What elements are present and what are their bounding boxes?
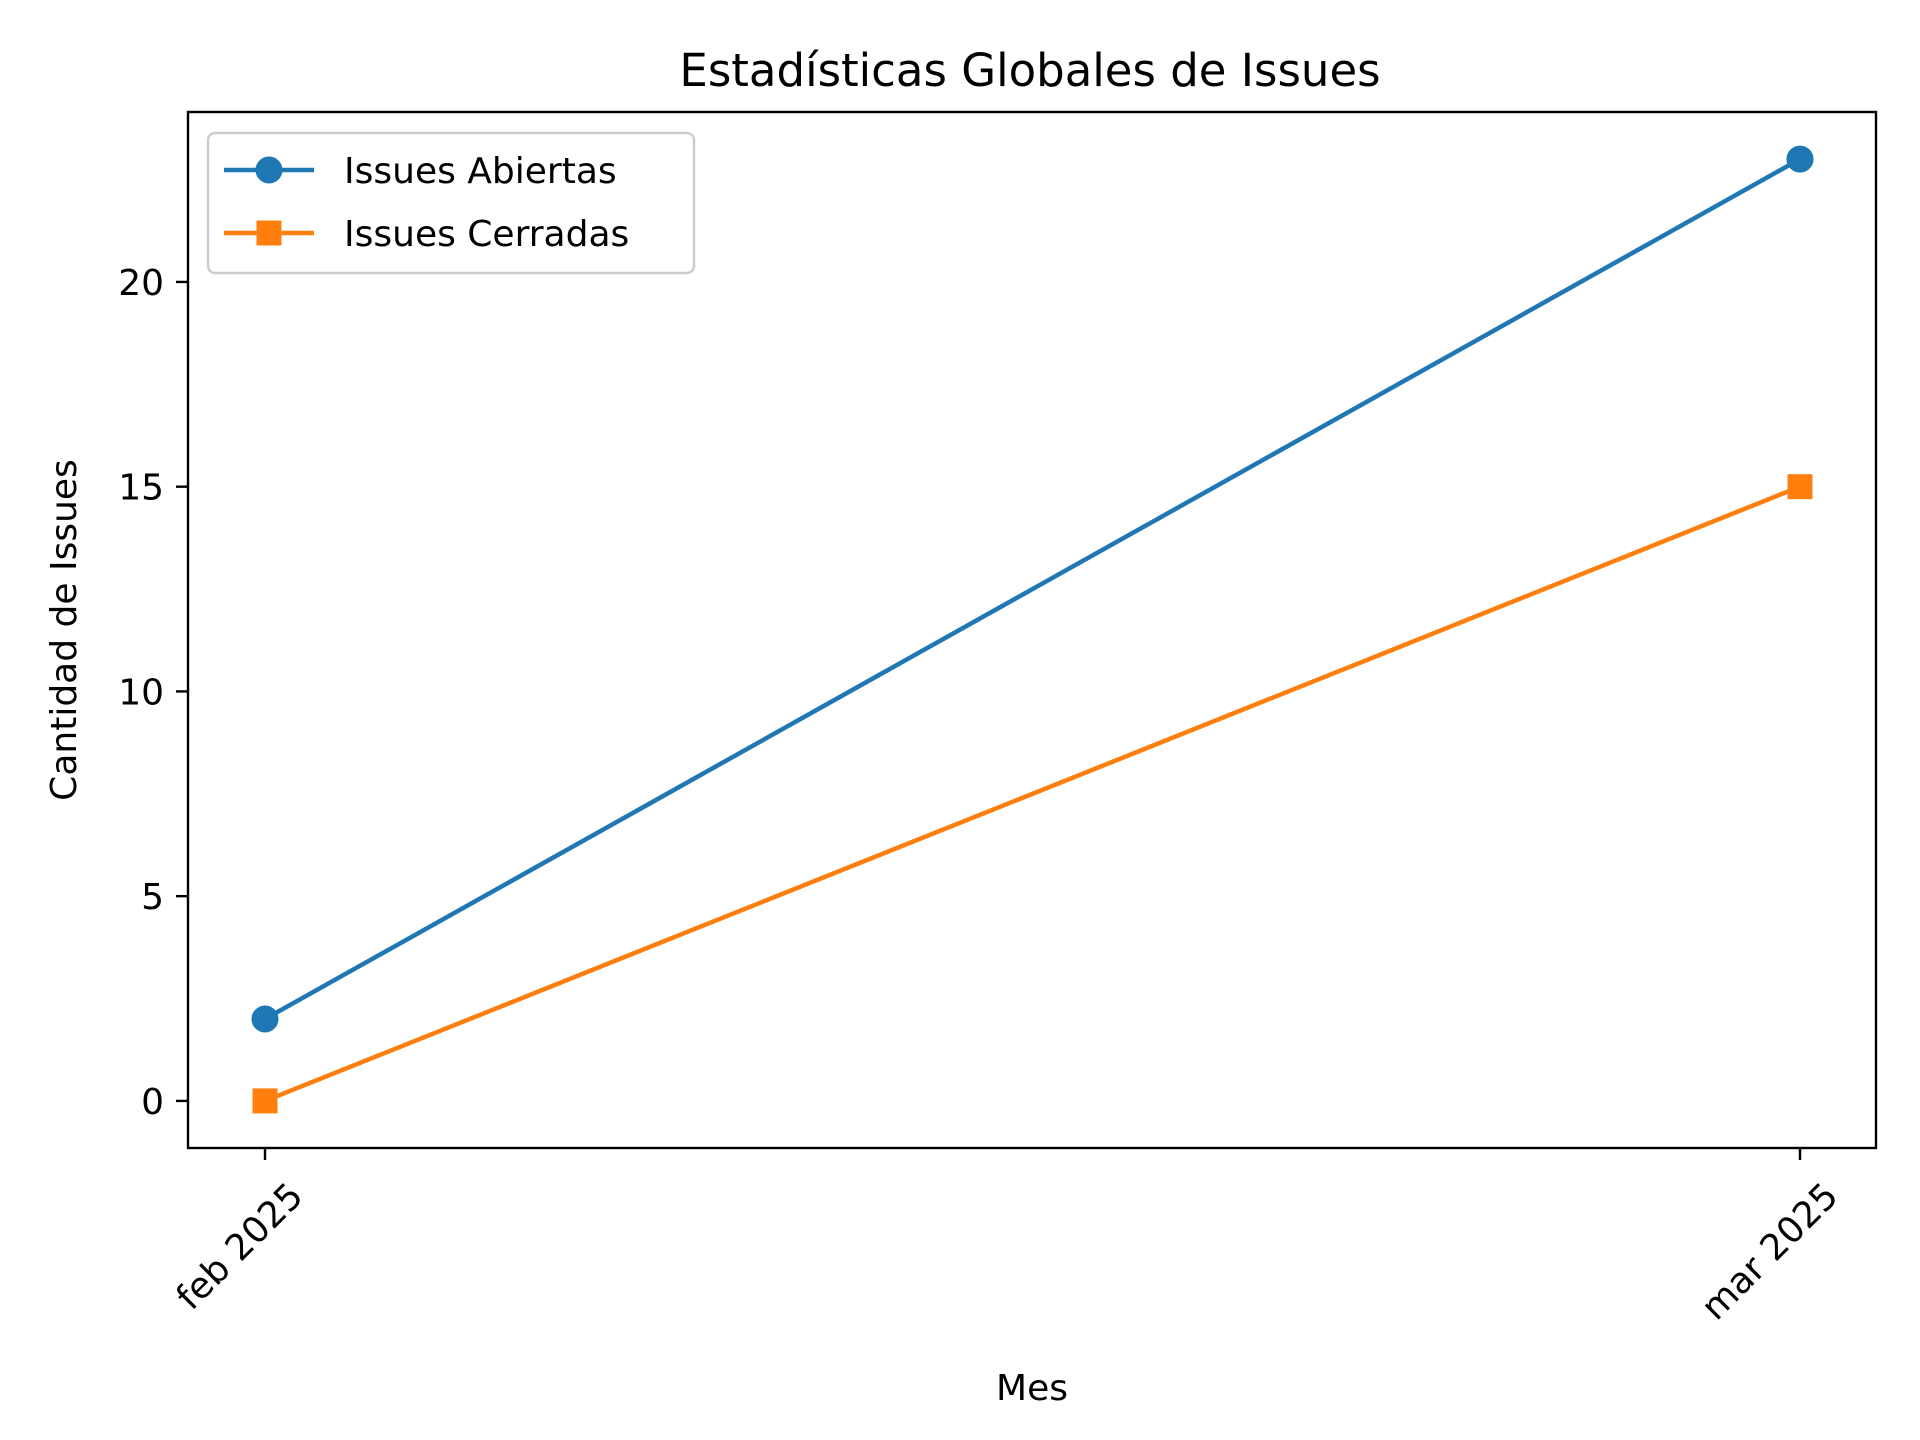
series-line: [263, 157, 1802, 1021]
y-tick-label: 20: [118, 263, 164, 304]
y-axis-label: Cantidad de Issues: [44, 459, 85, 801]
y-tick-label: 10: [118, 672, 164, 713]
legend-entry: Issues Cerradas: [224, 214, 629, 255]
series-line: [264, 484, 1801, 1103]
series-1: [251, 145, 1814, 1033]
legend-marker: [256, 220, 282, 246]
y-axis: 0 5 10 15 20: [118, 263, 188, 1123]
legend-marker: [255, 156, 283, 184]
data-point: [1787, 474, 1813, 500]
chart-title: Estadísticas Globales de Issues: [679, 44, 1380, 97]
y-tick-label: 5: [141, 877, 164, 918]
legend: Issues Abiertas Issues Cerradas: [206, 131, 696, 275]
legend-label: Issues Abiertas: [344, 151, 617, 192]
plot-area-frame: [186, 110, 1878, 1150]
legend-label: Issues Cerradas: [344, 214, 629, 255]
legend-entry: Issues Abiertas: [224, 151, 617, 192]
series-2: [252, 474, 1813, 1114]
data-point: [1786, 145, 1814, 173]
data-point: [252, 1088, 278, 1114]
y-tick-label: 0: [141, 1082, 164, 1123]
data-point: [251, 1005, 279, 1033]
x-axis-label: Mes: [996, 1368, 1068, 1409]
series-layer: [251, 145, 1814, 1114]
legend-box: [206, 131, 696, 275]
y-tick-label: 15: [118, 468, 164, 509]
